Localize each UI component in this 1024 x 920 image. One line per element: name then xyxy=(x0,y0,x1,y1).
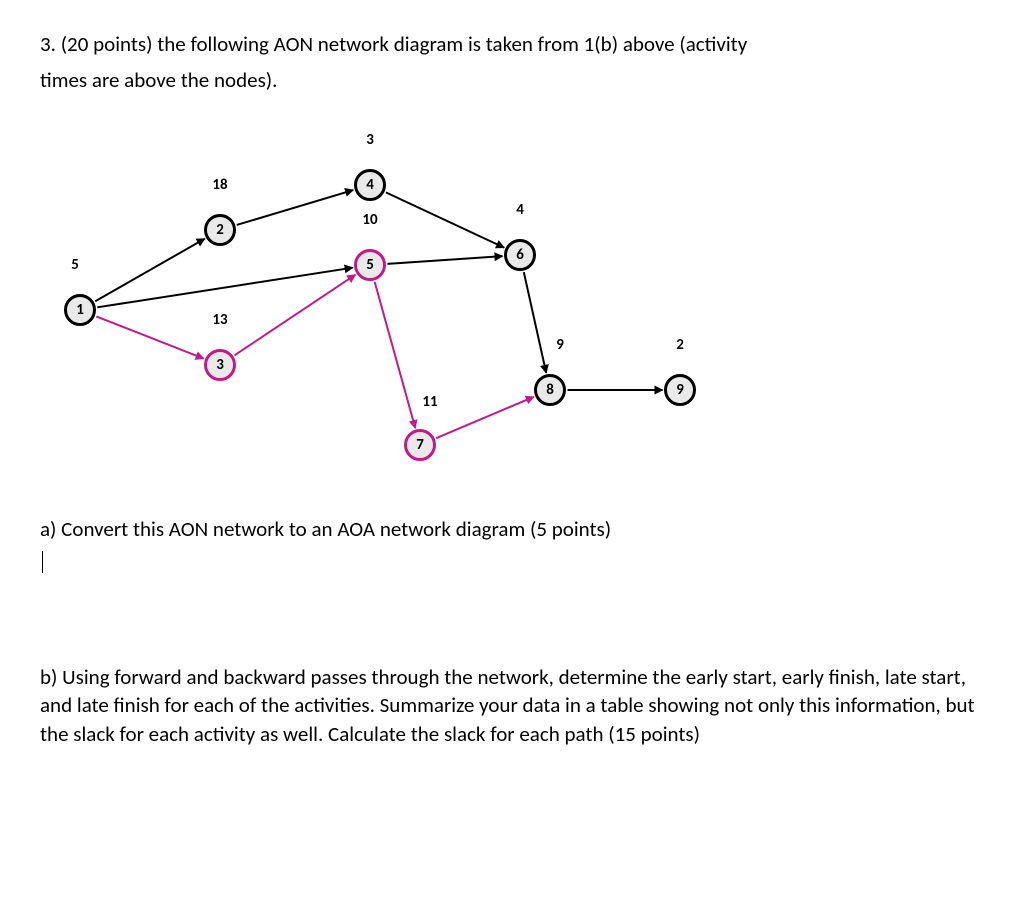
node-6: 6 xyxy=(504,239,536,271)
aon-network-diagram: 1 5 2 18 3 13 4 3 5 10 6 4 7 11 8 9 9 2 xyxy=(40,125,760,485)
edge-7-8 xyxy=(436,397,534,438)
node-4: 4 xyxy=(354,169,386,201)
edge-1-3 xyxy=(96,316,203,358)
edge-5-6 xyxy=(387,256,502,264)
question-line-2: times are above the nodes). xyxy=(40,66,984,94)
node-7: 7 xyxy=(404,429,436,461)
question-line-1: 3. (20 points) the following AON network… xyxy=(40,30,984,58)
node-2: 2 xyxy=(204,214,236,246)
edge-5-7 xyxy=(375,282,416,428)
node-7-time: 11 xyxy=(422,393,437,411)
node-3: 3 xyxy=(204,349,236,381)
edge-6-8 xyxy=(524,272,546,373)
node-3-time: 13 xyxy=(212,311,227,329)
diagram-edges xyxy=(40,125,760,485)
node-8-time: 9 xyxy=(556,336,564,354)
node-8: 8 xyxy=(534,374,566,406)
part-a-text: a) Convert this AON network to an AOA ne… xyxy=(40,515,984,543)
node-5: 5 xyxy=(354,249,386,281)
node-1-time: 5 xyxy=(71,256,79,274)
edge-2-4 xyxy=(237,190,353,225)
node-9: 9 xyxy=(664,374,696,406)
node-5-time: 10 xyxy=(362,211,377,229)
node-6-time: 4 xyxy=(516,201,524,219)
node-2-time: 18 xyxy=(212,176,227,194)
edge-3-5 xyxy=(235,274,356,355)
node-1: 1 xyxy=(64,294,96,326)
edge-4-6 xyxy=(386,192,504,247)
page: 3. (20 points) the following AON network… xyxy=(0,0,1024,920)
text-cursor xyxy=(40,551,984,573)
edge-1-2 xyxy=(95,238,205,301)
node-4-time: 3 xyxy=(366,131,374,149)
part-b-text: b) Using forward and backward passes thr… xyxy=(40,663,984,748)
node-9-time: 2 xyxy=(676,336,684,354)
